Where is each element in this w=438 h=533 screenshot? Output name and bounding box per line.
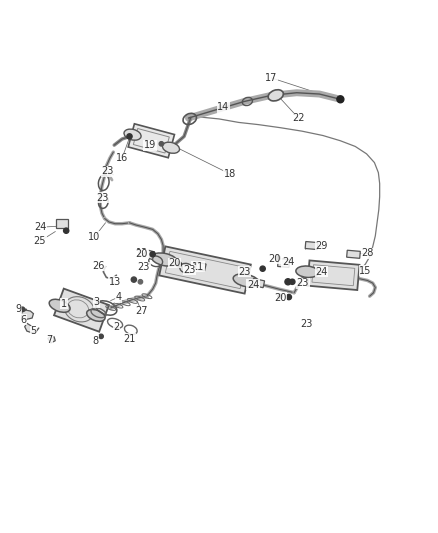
Text: 24: 24: [282, 257, 294, 267]
Text: 13: 13: [109, 277, 121, 287]
Circle shape: [285, 279, 291, 285]
Bar: [308, 268, 320, 276]
PathPatch shape: [21, 310, 33, 320]
Text: 15: 15: [359, 266, 371, 276]
Bar: [166, 252, 245, 288]
Text: 23: 23: [297, 278, 309, 288]
Circle shape: [143, 253, 147, 258]
Text: 2: 2: [113, 322, 120, 332]
Text: 20: 20: [268, 254, 281, 264]
Bar: [133, 128, 170, 153]
Text: 4: 4: [116, 292, 122, 302]
Bar: [159, 246, 251, 294]
Text: 23: 23: [96, 192, 108, 203]
Circle shape: [131, 277, 137, 282]
Bar: [54, 288, 109, 332]
Text: 5: 5: [30, 326, 36, 336]
Text: 23: 23: [300, 319, 312, 329]
Circle shape: [278, 294, 283, 298]
Ellipse shape: [87, 310, 105, 321]
PathPatch shape: [25, 323, 39, 333]
Circle shape: [260, 266, 265, 271]
Text: 25: 25: [34, 236, 46, 246]
Text: 14: 14: [217, 102, 230, 112]
Text: 3: 3: [94, 297, 100, 308]
Circle shape: [290, 279, 295, 285]
Bar: [195, 262, 206, 271]
Bar: [278, 259, 290, 268]
Text: 17: 17: [265, 73, 278, 83]
Text: 18: 18: [224, 169, 236, 179]
Text: 9: 9: [15, 304, 21, 314]
Text: 12: 12: [136, 248, 149, 259]
Text: 24: 24: [315, 266, 328, 277]
Text: 28: 28: [361, 248, 374, 259]
Text: 1: 1: [61, 298, 67, 309]
PathPatch shape: [48, 335, 55, 343]
Circle shape: [286, 294, 291, 300]
Circle shape: [99, 334, 103, 338]
Text: 24: 24: [247, 280, 259, 290]
Text: 16: 16: [116, 153, 128, 163]
Circle shape: [337, 96, 344, 103]
Bar: [142, 249, 155, 260]
Circle shape: [64, 228, 69, 233]
Text: 27: 27: [135, 306, 148, 316]
Bar: [307, 261, 360, 290]
Text: 7: 7: [46, 335, 53, 345]
Text: 20: 20: [168, 258, 180, 268]
Text: 20: 20: [274, 293, 286, 303]
Ellipse shape: [296, 266, 318, 278]
Circle shape: [276, 256, 280, 260]
Ellipse shape: [268, 90, 283, 101]
Ellipse shape: [152, 253, 177, 266]
Text: 23: 23: [183, 265, 195, 275]
Circle shape: [138, 280, 143, 284]
Circle shape: [20, 307, 25, 311]
Bar: [312, 265, 355, 286]
Bar: [305, 241, 318, 249]
Bar: [346, 250, 360, 259]
Ellipse shape: [49, 300, 70, 312]
Circle shape: [176, 262, 181, 267]
Bar: [128, 124, 174, 158]
Circle shape: [127, 134, 132, 139]
Text: 8: 8: [93, 336, 99, 346]
Ellipse shape: [162, 142, 180, 154]
Text: 22: 22: [292, 113, 305, 123]
Ellipse shape: [124, 129, 141, 140]
Text: 29: 29: [315, 240, 328, 251]
Text: 21: 21: [124, 334, 136, 344]
Text: 6: 6: [20, 315, 26, 325]
Text: 24: 24: [34, 222, 46, 232]
Text: 19: 19: [144, 140, 156, 150]
Circle shape: [159, 142, 163, 146]
Bar: [252, 279, 265, 288]
Bar: [56, 220, 68, 228]
Text: 10: 10: [88, 232, 101, 242]
Text: 26: 26: [93, 261, 105, 271]
Text: 20: 20: [135, 249, 148, 259]
Text: 23: 23: [238, 266, 251, 277]
Text: 23: 23: [102, 166, 114, 176]
Ellipse shape: [233, 274, 259, 287]
Text: 23: 23: [138, 262, 150, 272]
Text: 11: 11: [192, 262, 204, 271]
Circle shape: [150, 252, 155, 257]
